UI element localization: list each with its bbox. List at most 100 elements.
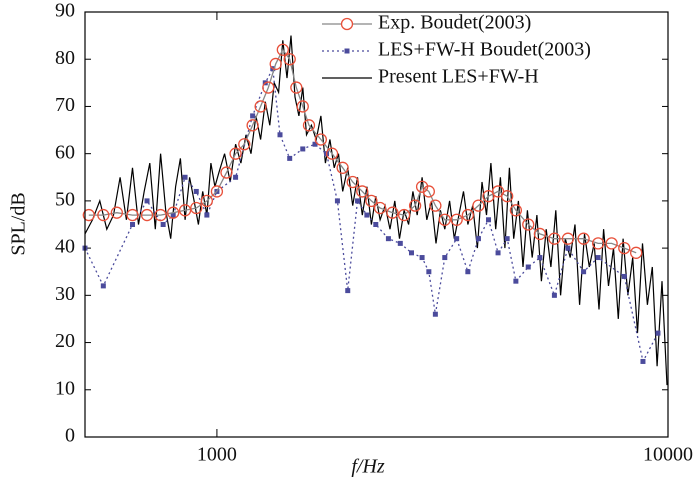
y-tick-label: 20 bbox=[55, 330, 75, 352]
data-point bbox=[233, 174, 239, 180]
data-point bbox=[277, 132, 283, 138]
data-point bbox=[283, 53, 296, 66]
data-point bbox=[287, 155, 293, 161]
data-point bbox=[356, 185, 369, 198]
legend-label: Present LES+FW-H bbox=[378, 66, 539, 88]
data-point bbox=[429, 199, 442, 212]
data-point bbox=[82, 208, 95, 222]
data-point bbox=[561, 232, 575, 245]
data-point bbox=[144, 198, 150, 204]
data-point bbox=[408, 250, 414, 256]
data-point bbox=[126, 208, 139, 222]
data-point bbox=[238, 138, 251, 151]
data-point bbox=[581, 269, 587, 275]
data-point bbox=[178, 204, 192, 217]
data-point bbox=[605, 237, 618, 250]
legend-label: Exp. Boudet(2003) bbox=[378, 12, 531, 34]
data-point bbox=[190, 201, 203, 215]
data-point bbox=[193, 188, 199, 194]
data-point bbox=[140, 208, 154, 222]
plot-frame bbox=[84, 11, 669, 438]
y-tick-label: 80 bbox=[55, 47, 75, 69]
series-line bbox=[88, 48, 637, 254]
data-point bbox=[533, 227, 547, 241]
data-point bbox=[254, 100, 267, 113]
data-point bbox=[300, 146, 306, 152]
data-point bbox=[229, 147, 242, 160]
x-tick-label: 1000 bbox=[197, 444, 237, 466]
data-point bbox=[220, 166, 233, 179]
data-point bbox=[426, 269, 432, 275]
data-point bbox=[385, 236, 391, 242]
legend-label: LES+FW-H Boudet(2003) bbox=[378, 39, 591, 61]
data-point bbox=[438, 213, 451, 226]
data-point bbox=[442, 255, 448, 261]
data-point bbox=[100, 283, 106, 289]
x-axis-label: f/Hz bbox=[351, 456, 385, 478]
data-point bbox=[200, 194, 214, 208]
data-point bbox=[312, 141, 318, 147]
data-point bbox=[618, 241, 631, 255]
data-point bbox=[577, 232, 590, 245]
data-point bbox=[276, 43, 289, 56]
data-point bbox=[160, 222, 166, 227]
data-point bbox=[501, 190, 514, 203]
data-point bbox=[386, 206, 399, 219]
data-point bbox=[465, 269, 471, 275]
data-point bbox=[346, 175, 359, 189]
data-point bbox=[640, 358, 646, 364]
data-point bbox=[130, 222, 136, 227]
data-point bbox=[454, 236, 460, 242]
data-point bbox=[422, 185, 435, 198]
y-tick-label: 30 bbox=[55, 283, 75, 305]
data-point bbox=[504, 236, 510, 242]
data-point bbox=[250, 113, 256, 119]
data-point bbox=[482, 190, 495, 203]
data-point bbox=[485, 217, 491, 223]
data-point bbox=[397, 208, 411, 222]
data-point bbox=[97, 208, 110, 222]
y-tick-label: 10 bbox=[55, 377, 75, 399]
data-point bbox=[170, 212, 176, 218]
data-point bbox=[472, 199, 485, 212]
data-point bbox=[565, 245, 571, 251]
data-point bbox=[621, 273, 627, 279]
series-line bbox=[84, 35, 668, 386]
data-point bbox=[450, 213, 463, 226]
data-point bbox=[591, 237, 605, 250]
y-tick-label: 50 bbox=[55, 188, 75, 210]
y-tick-label: 40 bbox=[55, 236, 75, 258]
data-point bbox=[551, 292, 557, 298]
y-tick-label: 90 bbox=[55, 0, 75, 22]
data-point bbox=[262, 81, 275, 94]
y-tick-label: 0 bbox=[65, 425, 75, 447]
data-point bbox=[525, 264, 531, 270]
data-point bbox=[336, 161, 349, 174]
data-point bbox=[595, 255, 601, 261]
data-point bbox=[355, 198, 361, 204]
data-point bbox=[296, 100, 309, 113]
data-point bbox=[373, 201, 387, 215]
data-point bbox=[397, 240, 403, 246]
data-point bbox=[513, 278, 519, 284]
data-point bbox=[475, 236, 481, 242]
data-point bbox=[269, 57, 282, 71]
y-tick-label: 60 bbox=[55, 141, 75, 163]
data-point bbox=[419, 255, 425, 261]
data-point bbox=[334, 198, 340, 204]
x-tick-label: 10000 bbox=[643, 444, 693, 466]
data-point bbox=[537, 255, 543, 261]
data-point bbox=[522, 218, 535, 231]
legend-marker bbox=[344, 48, 350, 54]
data-point bbox=[364, 212, 370, 218]
data-point bbox=[509, 204, 523, 217]
data-point bbox=[290, 81, 303, 94]
data-point bbox=[182, 174, 188, 180]
data-point bbox=[365, 194, 378, 208]
data-point bbox=[325, 147, 339, 160]
data-point bbox=[314, 133, 328, 146]
data-point bbox=[655, 330, 661, 336]
data-point bbox=[154, 208, 167, 222]
data-point bbox=[204, 212, 210, 218]
